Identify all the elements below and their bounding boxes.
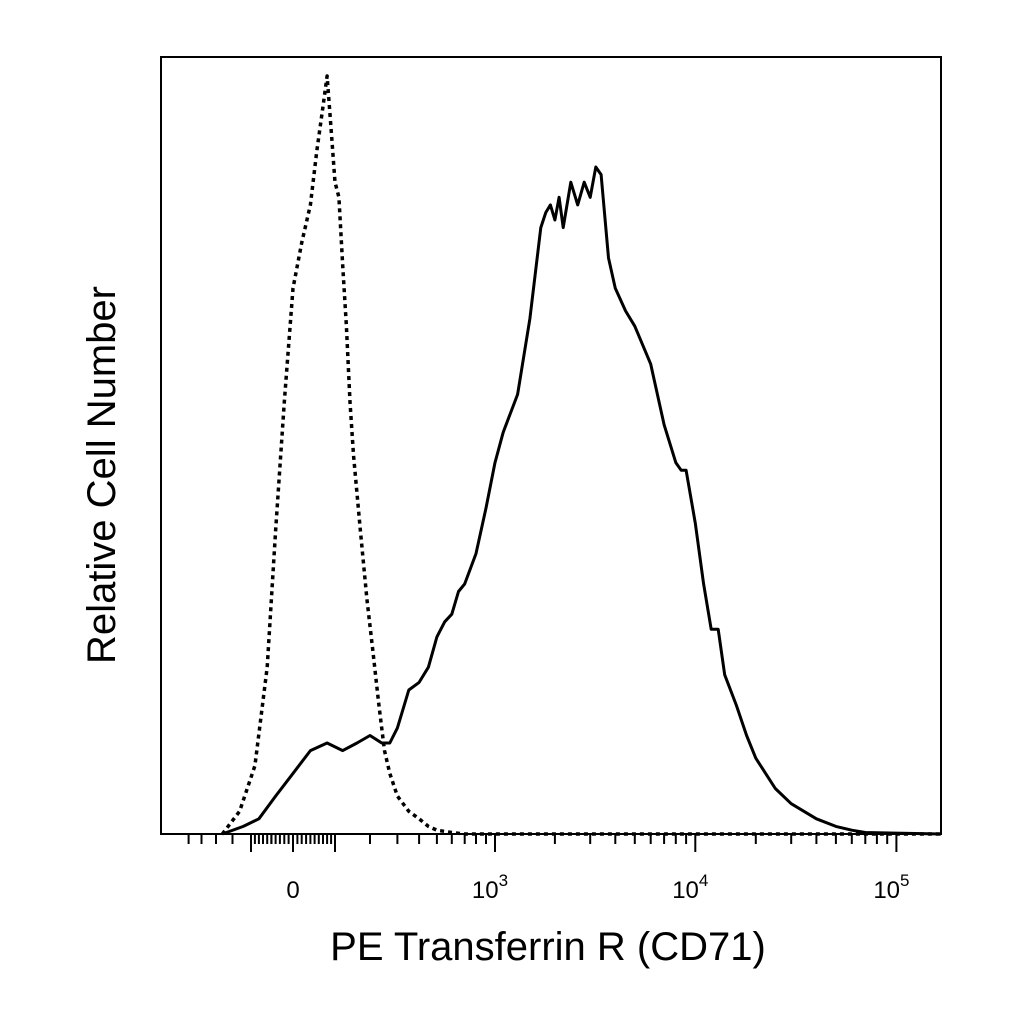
series-layer: [220, 74, 942, 836]
stained-histogram-line: [221, 165, 942, 836]
x-tick-exponent: 3: [499, 871, 508, 890]
x-tick-exponent: 5: [900, 871, 909, 890]
x-tick-exponent: 4: [699, 871, 708, 890]
plot-frame: [160, 56, 942, 835]
x-axis-ticks: [187, 834, 898, 852]
x-tick-label: 0: [286, 877, 299, 904]
y-axis-label: Relative Cell Number: [80, 286, 124, 664]
control-histogram-line: [220, 74, 941, 836]
x-axis-label: PE Transferrin R (CD71): [330, 925, 766, 969]
x-axis-tick-labels: 0 103 104 105: [286, 871, 909, 904]
x-tick-label: 103: [472, 871, 508, 904]
x-tick-label: 104: [672, 871, 708, 904]
x-tick-label: 105: [873, 871, 909, 904]
